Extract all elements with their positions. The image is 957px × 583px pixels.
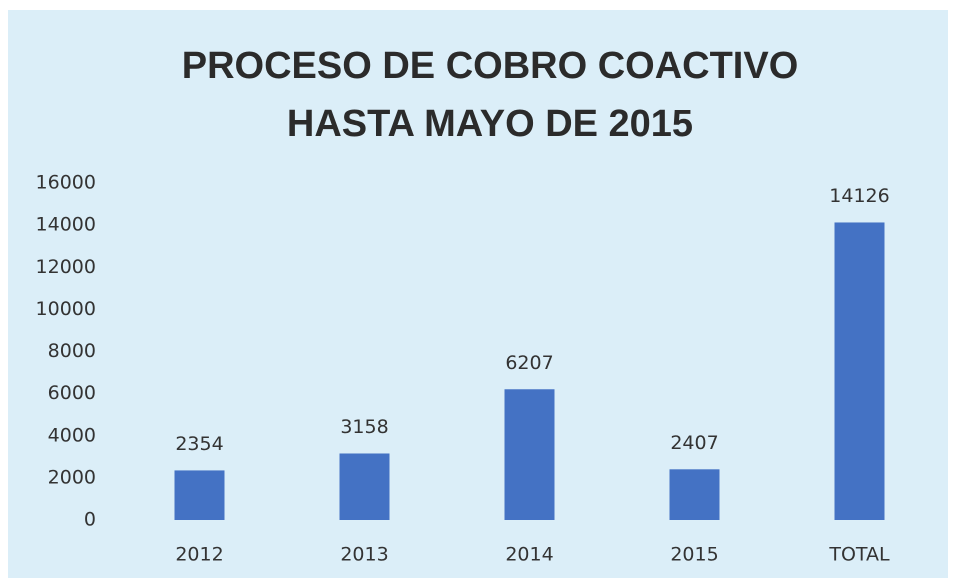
y-tick-label: 8000 bbox=[48, 340, 96, 362]
y-tick-label: 4000 bbox=[48, 424, 96, 446]
bar bbox=[834, 222, 885, 520]
y-tick-label: 0 bbox=[84, 509, 96, 531]
data-label: 2354 bbox=[175, 433, 223, 455]
y-tick-label: 2000 bbox=[48, 466, 96, 488]
y-tick-label: 16000 bbox=[36, 172, 96, 194]
bar bbox=[174, 470, 225, 520]
data-label: 2407 bbox=[670, 432, 718, 454]
data-label: 14126 bbox=[829, 185, 889, 207]
bar bbox=[669, 469, 720, 520]
x-tick-label: TOTAL bbox=[828, 544, 890, 566]
bar bbox=[504, 389, 555, 520]
x-tick-label: 2015 bbox=[670, 544, 718, 566]
y-tick-label: 14000 bbox=[36, 214, 96, 236]
y-tick-label: 6000 bbox=[48, 382, 96, 404]
x-tick-label: 2013 bbox=[340, 544, 388, 566]
x-tick-label: 2012 bbox=[175, 544, 223, 566]
bar bbox=[339, 453, 390, 520]
chart-title: HASTA MAYO DE 2015 bbox=[287, 103, 693, 145]
y-tick-label: 10000 bbox=[36, 298, 96, 320]
chart-title: PROCESO DE COBRO COACTIVO bbox=[182, 45, 799, 87]
data-label: 3158 bbox=[340, 416, 388, 438]
x-tick-label: 2014 bbox=[505, 544, 553, 566]
chart-background bbox=[8, 10, 948, 578]
data-label: 6207 bbox=[505, 352, 553, 374]
y-tick-label: 12000 bbox=[36, 256, 96, 278]
